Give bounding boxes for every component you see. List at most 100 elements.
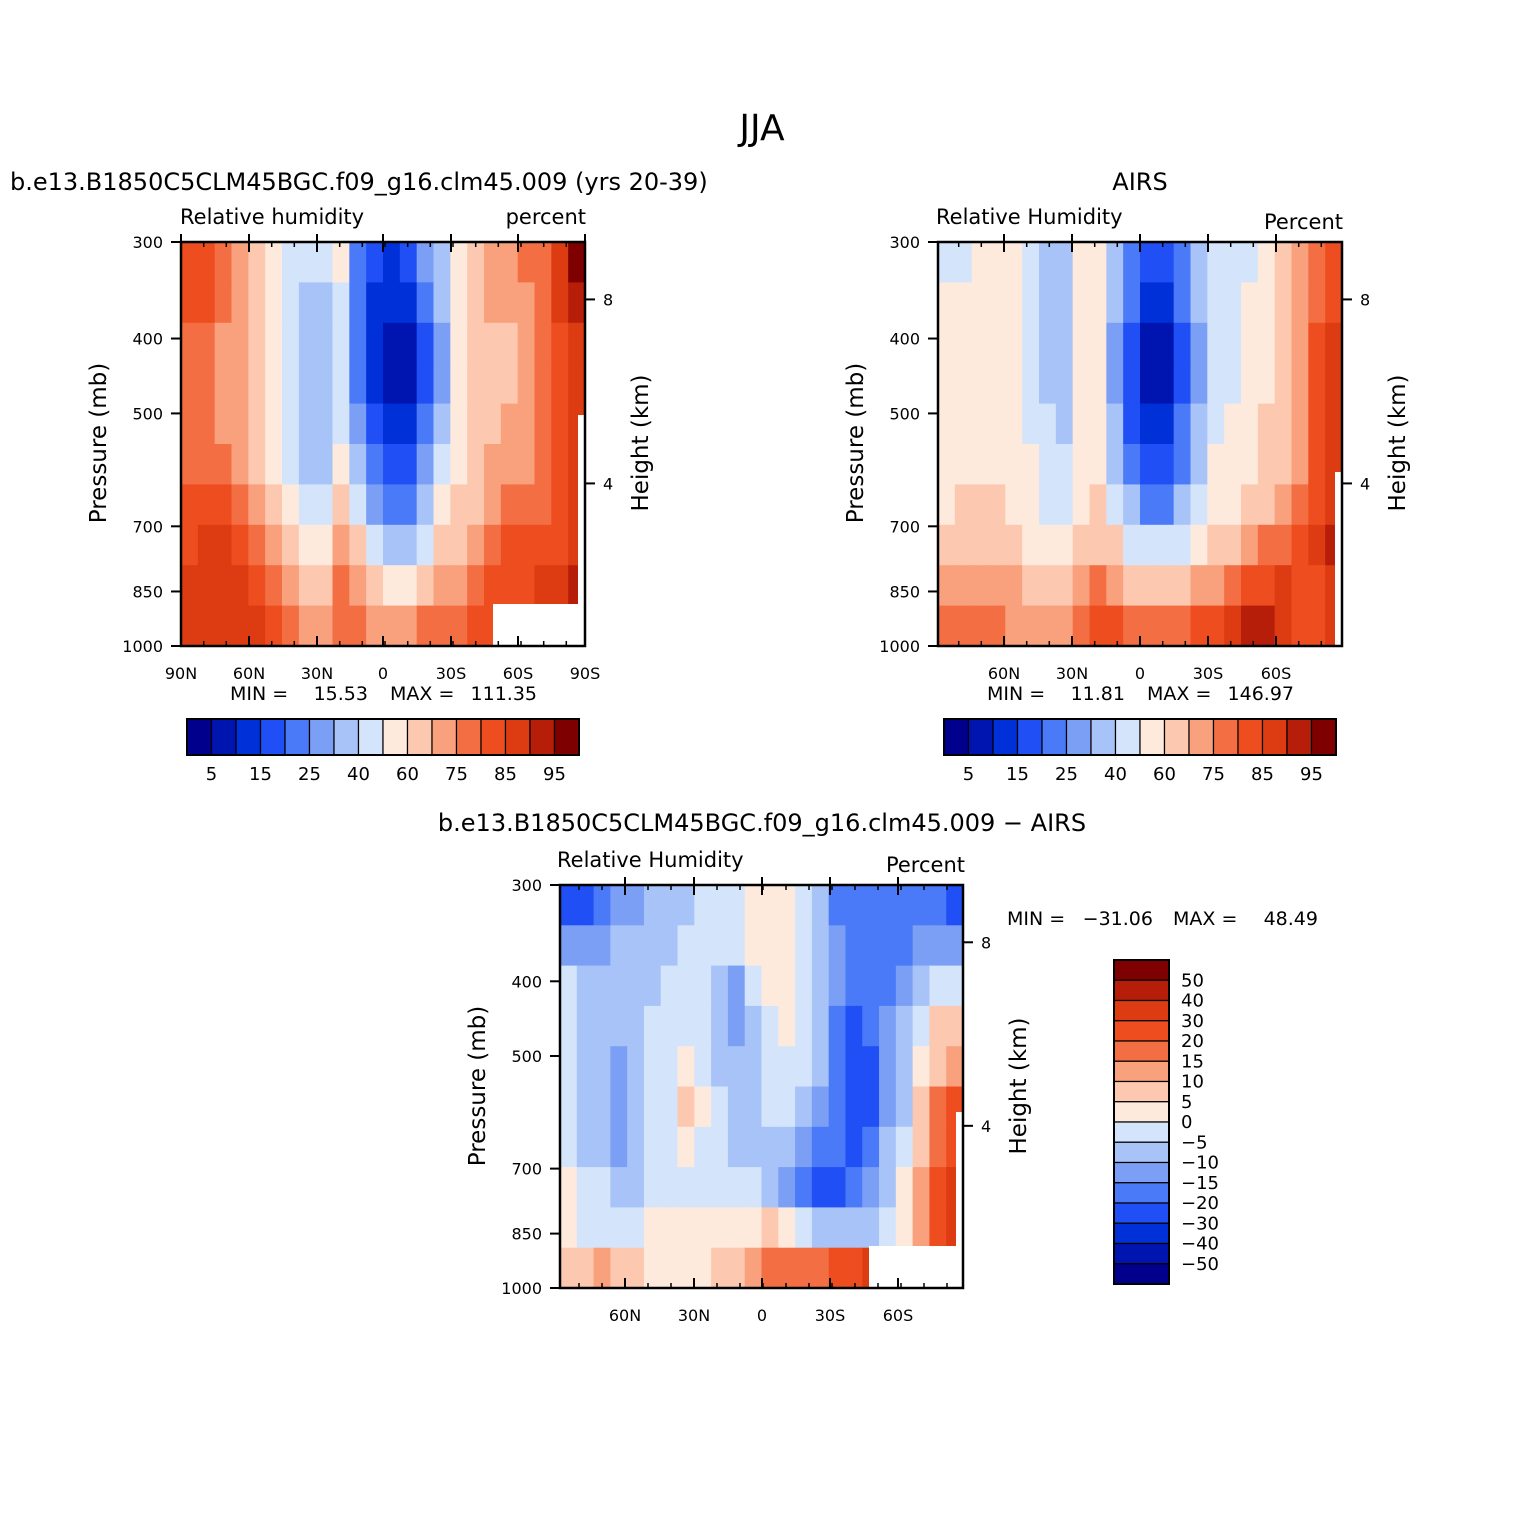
field-cell bbox=[1224, 242, 1242, 283]
field-cell bbox=[971, 322, 990, 364]
field-cell bbox=[1308, 242, 1326, 283]
colorbar-label: 0 bbox=[1181, 1112, 1192, 1133]
field-cell bbox=[1022, 444, 1040, 485]
field-cell bbox=[560, 1207, 578, 1249]
field-cell bbox=[946, 925, 964, 967]
colorbar-box bbox=[1113, 959, 1170, 981]
field-cell bbox=[1089, 363, 1107, 405]
field-cell bbox=[727, 1046, 746, 1088]
y-tick-label: 500 bbox=[889, 404, 920, 423]
field-cell bbox=[265, 605, 283, 647]
field-cell bbox=[1022, 524, 1040, 566]
colorbar-label: 50 bbox=[1181, 970, 1204, 991]
field-cell bbox=[811, 885, 830, 926]
field-cell bbox=[727, 1005, 746, 1047]
field-cell bbox=[627, 1126, 645, 1168]
colorbar-label: 60 bbox=[396, 764, 419, 785]
field-cell bbox=[711, 1207, 729, 1249]
field-cell bbox=[761, 965, 779, 1007]
field-cell bbox=[1140, 242, 1158, 283]
field-cell bbox=[248, 322, 266, 364]
field-cell bbox=[248, 444, 266, 485]
field-cell bbox=[433, 565, 451, 607]
field-cell bbox=[450, 484, 468, 526]
field-cell bbox=[1022, 242, 1040, 283]
field-cell bbox=[677, 1046, 695, 1088]
field-cell bbox=[383, 524, 401, 566]
field-cell bbox=[1308, 444, 1326, 485]
y-tick-label: 1000 bbox=[879, 637, 920, 656]
colorbar-box bbox=[1113, 1020, 1170, 1042]
field-cell bbox=[677, 1247, 695, 1289]
field-cell bbox=[433, 363, 451, 405]
field-cell bbox=[332, 565, 350, 607]
field-cell bbox=[1190, 282, 1208, 324]
field-cell bbox=[248, 242, 266, 283]
x-tick-label: 0 bbox=[378, 664, 388, 683]
field-cell bbox=[248, 565, 266, 607]
field-cell bbox=[433, 282, 451, 324]
field-cell bbox=[593, 1207, 611, 1249]
field-cell bbox=[1190, 363, 1208, 405]
colorbar-box bbox=[1139, 718, 1166, 756]
field-cell bbox=[383, 565, 401, 607]
field-cell bbox=[845, 1046, 863, 1088]
x-tick-label: 30N bbox=[301, 664, 333, 683]
field-cell bbox=[416, 282, 435, 324]
field-cell bbox=[946, 1005, 964, 1047]
field-cell bbox=[912, 1046, 931, 1088]
field-cell bbox=[399, 363, 418, 405]
field-cell bbox=[660, 1247, 679, 1289]
field-cell bbox=[1089, 524, 1107, 566]
field-cell bbox=[862, 1126, 880, 1168]
figure-title: JJA bbox=[737, 108, 785, 149]
field-cell bbox=[593, 1247, 611, 1289]
field-cell bbox=[1140, 363, 1158, 405]
field-cell bbox=[1224, 282, 1242, 324]
field-cell bbox=[694, 1005, 712, 1047]
field-cell bbox=[214, 242, 233, 283]
field-cell bbox=[610, 885, 628, 926]
x-tick-label: 0 bbox=[757, 1306, 767, 1325]
field-cell bbox=[795, 1086, 813, 1128]
colorbar-label: 40 bbox=[347, 764, 370, 785]
field-cell bbox=[332, 363, 350, 405]
field-cell bbox=[761, 1126, 779, 1168]
field-cell bbox=[938, 444, 956, 485]
field-cell bbox=[971, 524, 990, 566]
field-cell bbox=[1173, 322, 1192, 364]
colorbar-box bbox=[529, 718, 556, 756]
field-cell bbox=[761, 1247, 779, 1289]
field-cell bbox=[1123, 363, 1141, 405]
colorbar-box bbox=[431, 718, 458, 756]
field-cell bbox=[828, 1207, 847, 1249]
field-cell bbox=[399, 484, 418, 526]
field-cell bbox=[1022, 282, 1040, 324]
field-cell bbox=[912, 1167, 931, 1208]
field-cell bbox=[845, 885, 863, 926]
field-cell bbox=[315, 282, 334, 324]
field-cell bbox=[1039, 242, 1057, 283]
field-cell bbox=[660, 1005, 679, 1047]
panel1-colorbar: 5 15 25 40 60 75 85 95 bbox=[186, 718, 580, 785]
field-cell bbox=[383, 242, 401, 283]
field-cell bbox=[298, 565, 317, 607]
field-cell bbox=[1274, 444, 1293, 485]
field-cell bbox=[694, 965, 712, 1007]
field-cell bbox=[433, 524, 451, 566]
field-cell bbox=[450, 242, 468, 283]
y-tick-label: 400 bbox=[889, 330, 920, 349]
field-cell bbox=[282, 524, 300, 566]
y-tick-label: 300 bbox=[889, 233, 920, 252]
field-cell bbox=[534, 444, 552, 485]
field-cell bbox=[282, 363, 300, 405]
field-cell bbox=[954, 322, 973, 364]
panel3-min-label: MIN = bbox=[1007, 908, 1065, 930]
colorbar-label: 40 bbox=[1104, 764, 1127, 785]
field-cell bbox=[576, 1247, 595, 1289]
field-cell bbox=[938, 403, 956, 445]
x-tick-label: 30S bbox=[436, 664, 467, 683]
field-cell bbox=[231, 605, 249, 647]
field-cell bbox=[1224, 605, 1242, 647]
panel1-ylabel-right: Height (km) bbox=[628, 374, 654, 511]
